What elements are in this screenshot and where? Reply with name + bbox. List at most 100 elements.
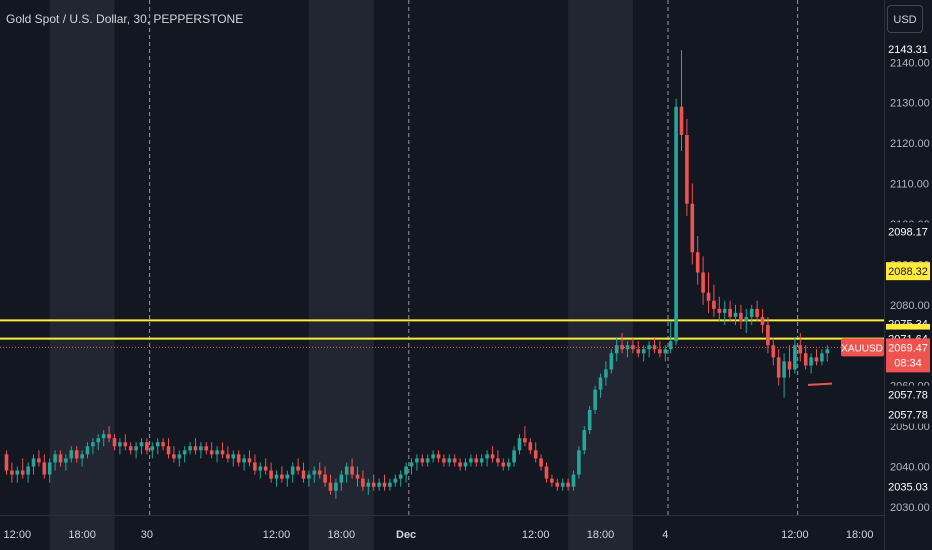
candle: [739, 304, 743, 330]
currency-button[interactable]: USD: [887, 5, 923, 33]
candle: [269, 462, 273, 483]
candle: [15, 466, 20, 483]
candle: [701, 256, 705, 305]
candle: [188, 442, 192, 455]
price-label-box: [886, 385, 930, 404]
candle: [53, 450, 57, 471]
x-tick-label: 18:00: [846, 529, 874, 541]
candle-body: [474, 458, 479, 463]
candle: [582, 426, 587, 455]
candle: [458, 458, 462, 471]
candle-body: [253, 462, 257, 471]
candle: [566, 478, 570, 491]
candle: [91, 438, 95, 455]
session-shading: [49, 0, 633, 550]
candle: [242, 454, 246, 471]
candle: [290, 462, 295, 483]
x-tick-label: 12:00: [263, 529, 291, 541]
candle-body: [776, 357, 781, 378]
candle: [636, 341, 641, 358]
candle-body: [679, 106, 684, 136]
candle-body: [550, 478, 554, 483]
candle: [550, 474, 554, 487]
candle: [301, 462, 306, 483]
candle: [760, 308, 765, 334]
candle-body: [485, 454, 489, 459]
y-tick-label: 2130.00: [890, 98, 930, 110]
price-label: 2088.32: [888, 266, 928, 278]
candle: [528, 438, 533, 455]
candle-body: [355, 474, 360, 479]
candle: [695, 236, 700, 285]
candle: [128, 442, 133, 455]
candle-body: [155, 442, 160, 447]
candle-body: [323, 474, 327, 483]
candle-body: [150, 446, 155, 451]
candle-body: [96, 438, 101, 443]
candle-body: [10, 470, 14, 475]
candle: [193, 438, 198, 455]
candle: [80, 450, 84, 467]
candle-body: [112, 438, 117, 447]
candle-body: [685, 135, 689, 204]
candle: [85, 442, 90, 459]
candle-body: [690, 203, 695, 253]
candle: [712, 284, 716, 317]
candle: [215, 446, 219, 463]
candle-body: [706, 292, 711, 301]
candle-body: [269, 470, 273, 479]
candle-body: [247, 458, 252, 463]
candle-body: [404, 466, 408, 475]
candle: [771, 337, 776, 366]
candle-body: [409, 462, 414, 467]
candle: [733, 304, 738, 326]
candle-body: [523, 438, 527, 443]
candle: [10, 462, 14, 483]
candle-body: [798, 345, 803, 354]
last-price-label: 2069.47: [888, 342, 928, 354]
candle: [274, 470, 279, 487]
candle: [415, 454, 419, 471]
candle: [604, 361, 608, 386]
price-label: 2057.78: [888, 410, 928, 422]
candle-body: [442, 458, 446, 463]
candle: [118, 438, 122, 455]
candle-body: [145, 442, 149, 451]
candle: [685, 118, 689, 216]
candle-body: [20, 470, 25, 475]
candle-body: [431, 454, 435, 459]
candle-body: [728, 308, 732, 317]
candle-body: [388, 482, 392, 487]
candle-body: [636, 349, 641, 354]
candle: [431, 450, 435, 463]
candle: [204, 442, 209, 455]
candle: [555, 478, 560, 491]
candle-body: [74, 450, 79, 459]
horizontal-lines: [0, 319, 884, 386]
candle: [134, 442, 138, 459]
candle-body: [258, 466, 263, 471]
candle: [26, 462, 30, 483]
candle: [339, 470, 344, 491]
candle-body: [361, 478, 365, 487]
candle-body: [128, 446, 133, 451]
candle: [101, 430, 106, 447]
candle: [631, 337, 635, 354]
candle: [490, 446, 495, 463]
candle-body: [739, 312, 743, 321]
candle: [150, 442, 155, 459]
y-tick-label: 2050.00: [890, 421, 930, 433]
candle-body: [166, 446, 171, 455]
candle: [620, 333, 624, 354]
candle-body: [301, 470, 306, 479]
candle: [825, 345, 830, 362]
candle: [199, 442, 203, 459]
candle-body: [571, 474, 576, 487]
candle: [442, 454, 446, 467]
candle-body: [398, 474, 403, 479]
candle-body: [625, 345, 630, 350]
candle-body: [296, 466, 300, 471]
candle: [220, 442, 225, 459]
candle: [512, 446, 516, 467]
